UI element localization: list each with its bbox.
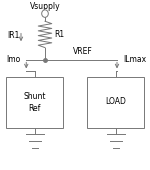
Text: LOAD: LOAD bbox=[105, 98, 126, 106]
Text: IR1: IR1 bbox=[7, 31, 20, 40]
Text: VREF: VREF bbox=[73, 47, 92, 56]
Text: R1: R1 bbox=[54, 30, 64, 39]
Bar bbox=[87, 76, 144, 128]
Text: ILmax: ILmax bbox=[123, 55, 146, 64]
Text: Shunt: Shunt bbox=[23, 92, 46, 101]
Text: Ref: Ref bbox=[28, 104, 41, 113]
Bar bbox=[6, 76, 63, 128]
Circle shape bbox=[42, 10, 48, 17]
Text: Imo: Imo bbox=[6, 55, 20, 64]
Text: Vsupply: Vsupply bbox=[30, 2, 60, 11]
